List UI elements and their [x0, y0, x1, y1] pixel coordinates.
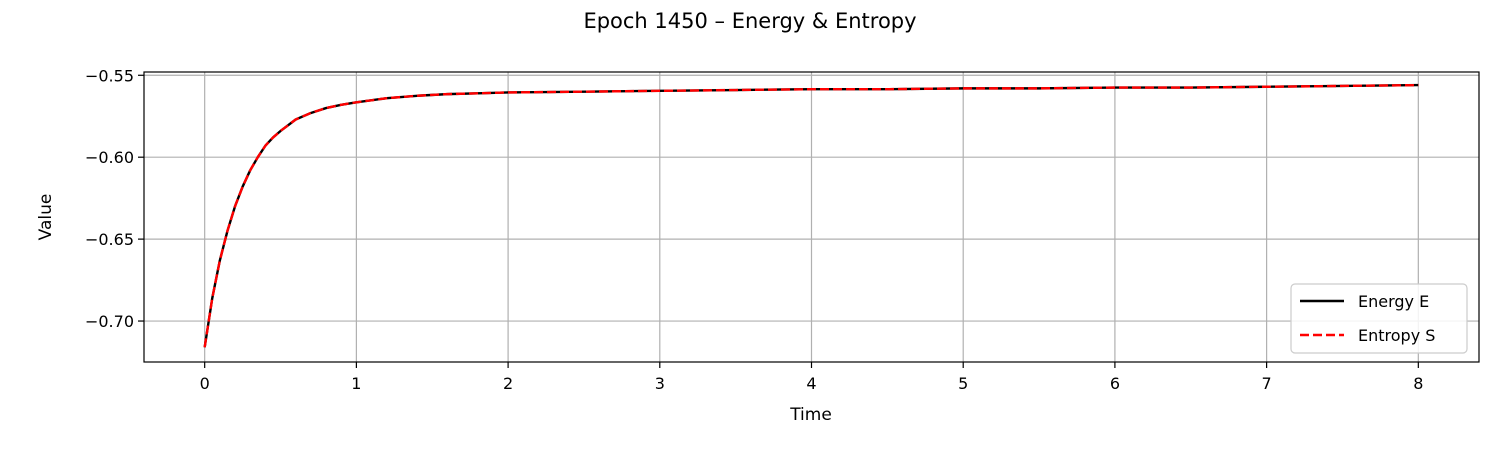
x-tick-label: 3: [655, 374, 665, 393]
x-tick-label: 2: [503, 374, 513, 393]
y-tick-label: −0.70: [85, 312, 134, 331]
x-tick-label: 4: [806, 374, 816, 393]
y-tick-label: −0.60: [85, 148, 134, 167]
y-tick-label: −0.55: [85, 66, 134, 85]
x-tick-label: 7: [1262, 374, 1272, 393]
y-axis-label: Value: [36, 194, 56, 241]
series-lines: [203, 83, 1419, 348]
x-tick-label: 8: [1413, 374, 1423, 393]
chart-title: Epoch 1450 – Energy & Entropy: [583, 9, 916, 33]
legend-label-energy: Energy E: [1358, 292, 1429, 311]
x-tick-label: 1: [351, 374, 361, 393]
y-tick-label: −0.65: [85, 230, 134, 249]
legend-label-entropy: Entropy S: [1358, 326, 1435, 345]
x-tick-label: 0: [200, 374, 210, 393]
x-axis-label: Time: [789, 405, 832, 425]
grid: [144, 72, 1479, 362]
y-axis: −0.70 −0.65 −0.60 −0.55: [85, 66, 144, 331]
series-line-entropy: [203, 83, 1419, 348]
x-axis: 0 1 2 3 4 5 6 7 8: [200, 362, 1423, 393]
legend: Energy E Entropy S: [1290, 283, 1468, 354]
x-tick-label: 5: [958, 374, 968, 393]
x-tick-label: 6: [1110, 374, 1120, 393]
